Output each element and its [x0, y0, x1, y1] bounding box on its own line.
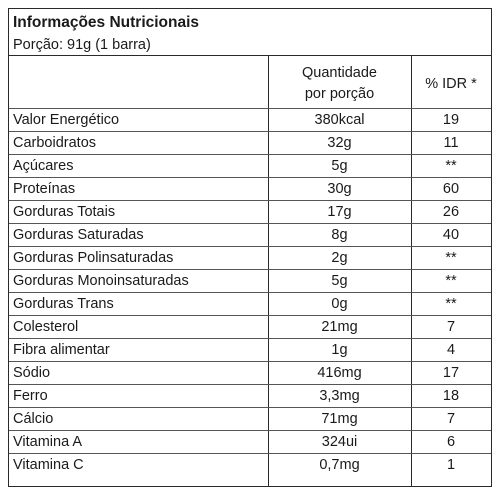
nutrition-facts-table: Informações Nutricionais Porção: 91g (1 … [8, 8, 492, 487]
table-title: Informações Nutricionais [13, 14, 200, 31]
nutrient-name: Proteínas [13, 181, 76, 197]
table-row: Vitamina C 0,7mg 1 [9, 453, 491, 477]
table-row: Colesterol 21mg 7 [9, 315, 491, 339]
nutrient-name: Gorduras Trans [13, 296, 114, 312]
nutrient-idr: 19 [442, 112, 460, 128]
table-row: Gorduras Saturadas 8g 40 [9, 223, 491, 247]
nutrient-name: Sódio [13, 365, 51, 381]
table-row: Cálcio 71mg 7 [9, 407, 491, 431]
nutrient-name: Fibra alimentar [13, 342, 110, 358]
nutrient-name: Açúcares [13, 158, 74, 174]
nutrient-idr: 1 [446, 457, 456, 473]
nutrient-quantity: 71mg [321, 411, 358, 427]
nutrient-quantity: 0g [331, 296, 348, 312]
nutrient-quantity: 324ui [321, 434, 358, 450]
nutrient-name: Gorduras Monoinsaturadas [13, 273, 189, 289]
nutrient-quantity: 5g [331, 158, 348, 174]
nutrient-quantity: 30g [327, 181, 352, 197]
nutrient-quantity: 0,7mg [319, 457, 360, 473]
nutrient-idr: 7 [446, 319, 456, 335]
nutrient-quantity: 2g [331, 250, 348, 266]
nutrient-idr: ** [445, 250, 457, 266]
table-row: Ferro 3,3mg 18 [9, 384, 491, 408]
nutrient-name: Gorduras Saturadas [13, 227, 144, 243]
nutrient-name: Vitamina C [13, 457, 84, 473]
portion-size: Porção: 91g (1 barra) [13, 37, 151, 53]
quantity-column-header: Quantidade por porção [268, 63, 411, 105]
idr-column-header: % IDR * [425, 76, 477, 92]
table-row: Proteínas 30g 60 [9, 177, 491, 201]
nutrient-idr: 26 [442, 204, 460, 220]
nutrient-quantity: 21mg [321, 319, 358, 335]
table-row: Gorduras Polinsaturadas 2g ** [9, 246, 491, 270]
nutrient-idr: 17 [442, 365, 460, 381]
nutrient-quantity: 8g [331, 227, 348, 243]
nutrient-idr: 40 [442, 227, 460, 243]
table-row: Carboidratos 32g 11 [9, 131, 491, 155]
nutrient-idr: 4 [446, 342, 456, 358]
quantity-header-line2: por porção [304, 86, 375, 102]
nutrient-name: Valor Energético [13, 112, 120, 128]
column-divider-idr [411, 55, 412, 486]
nutrient-quantity: 17g [327, 204, 352, 220]
nutrient-quantity: 1g [331, 342, 348, 358]
table-row: Sódio 416mg 17 [9, 361, 491, 385]
nutrient-quantity: 5g [331, 273, 348, 289]
quantity-header-line1: Quantidade [302, 65, 377, 81]
nutrient-name: Cálcio [13, 411, 54, 427]
nutrient-idr: 18 [442, 388, 460, 404]
nutrient-idr: ** [445, 296, 457, 312]
nutrient-name: Colesterol [13, 319, 79, 335]
nutrient-name: Gorduras Polinsaturadas [13, 250, 174, 266]
nutrient-name: Vitamina A [13, 434, 83, 450]
table-row: Gorduras Monoinsaturadas 5g ** [9, 269, 491, 293]
table-row: Gorduras Trans 0g ** [9, 292, 491, 316]
table-row: Fibra alimentar 1g 4 [9, 338, 491, 362]
nutrient-quantity: 3,3mg [319, 388, 360, 404]
table-row: Gorduras Totais 17g 26 [9, 200, 491, 224]
nutrient-name: Ferro [13, 388, 48, 404]
header-divider [9, 55, 491, 56]
column-divider-quantity [268, 55, 269, 486]
nutrient-quantity: 380kcal [314, 112, 365, 128]
table-row: Vitamina A 324ui 6 [9, 430, 491, 454]
nutrient-idr: 60 [442, 181, 460, 197]
nutrient-idr: 6 [446, 434, 456, 450]
nutrient-quantity: 416mg [317, 365, 362, 381]
nutrient-quantity: 32g [327, 135, 352, 151]
table-row: Açúcares 5g ** [9, 154, 491, 178]
nutrient-idr: 11 [443, 135, 459, 151]
nutrient-idr: ** [445, 273, 457, 289]
table-row: Valor Energético 380kcal 19 [9, 108, 491, 132]
nutrient-name: Carboidratos [13, 135, 97, 151]
nutrient-idr: ** [445, 158, 457, 174]
nutrient-idr: 7 [446, 411, 456, 427]
nutrient-name: Gorduras Totais [13, 204, 116, 220]
